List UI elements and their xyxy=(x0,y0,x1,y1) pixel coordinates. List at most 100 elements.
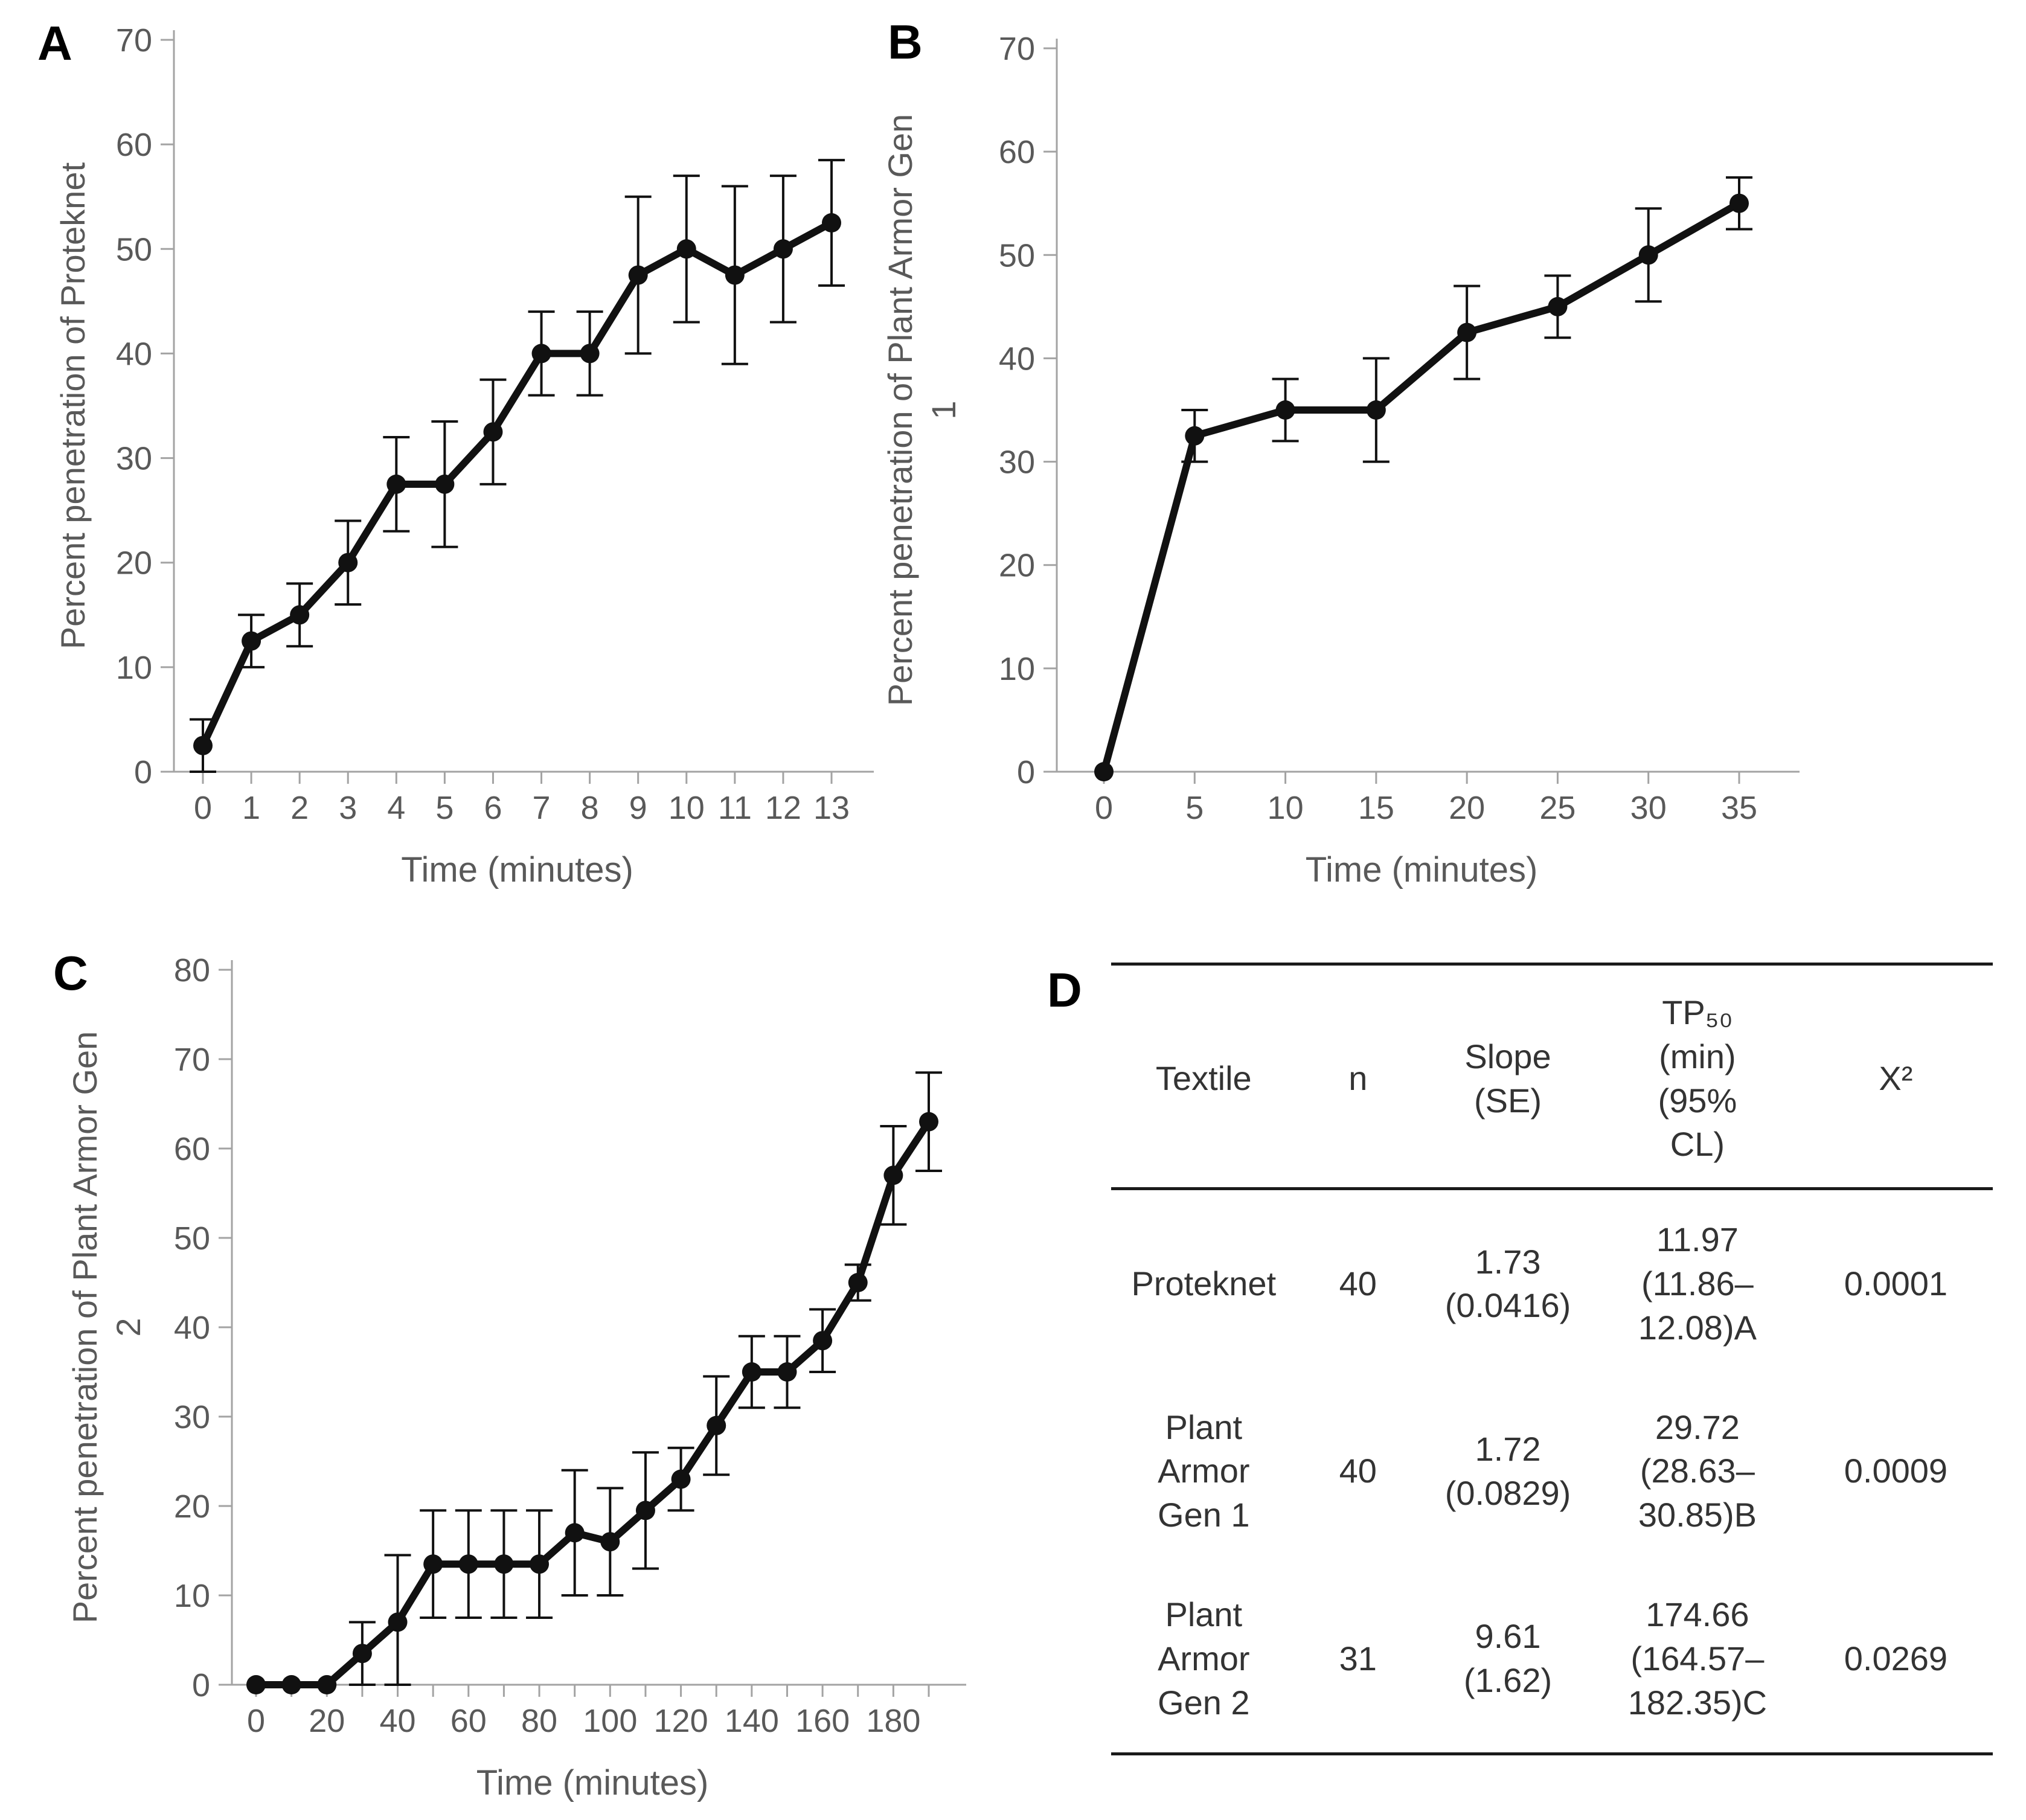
x-axis-title: Time (minutes) xyxy=(1306,850,1538,889)
x-tick-label: 12 xyxy=(765,790,801,826)
cell-textile: Proteknet xyxy=(1131,1264,1277,1303)
x-tick-label: 10 xyxy=(668,790,705,826)
table-row-proteknet: Proteknet 40 1.73 (0.0416) 11.97 (11.86–… xyxy=(1111,1189,1993,1378)
cell-chi2: 0.0269 xyxy=(1844,1639,1948,1677)
x-tick-label: 13 xyxy=(813,790,850,826)
data-point xyxy=(883,1165,903,1185)
y-tick-label: 70 xyxy=(999,31,1035,67)
data-point xyxy=(773,239,793,259)
data-point xyxy=(494,1554,514,1574)
panel-d-letter: D xyxy=(1047,963,1082,1017)
y-tick-label: 0 xyxy=(1017,754,1035,790)
cell-tp50: 29.72 (28.63– 30.85)B xyxy=(1638,1408,1757,1534)
panel-a: A 0 10 20 30 40 50 60 70 0 1 2 3 4 5 6 7 8 9 10 11 12 13 Time … xyxy=(18,11,918,929)
cell-tp50: 11.97 (11.86– 12.08)A xyxy=(1638,1220,1757,1347)
x-tick-label: 5 xyxy=(1185,790,1204,826)
data-point xyxy=(290,605,310,625)
y-tick-label: 20 xyxy=(174,1488,210,1525)
x-tick-label: 25 xyxy=(1539,790,1576,826)
y-tick-label: 10 xyxy=(999,651,1035,687)
y-tick-label: 40 xyxy=(999,341,1035,377)
y-tick-label: 50 xyxy=(999,237,1035,274)
data-point xyxy=(483,422,503,442)
data-point xyxy=(530,1554,550,1574)
data-point xyxy=(1457,322,1477,342)
panel-b: B 0 10 20 30 40 50 60 70 0 5 10 15 20 25 30 35 Time (min… xyxy=(862,11,1883,929)
data-point xyxy=(281,1675,301,1694)
y-tick-label: 50 xyxy=(116,231,152,268)
x-axis-title: Time (minutes) xyxy=(401,850,633,889)
x-tick-label: 5 xyxy=(435,790,454,826)
y-tick-label: 60 xyxy=(174,1131,210,1167)
cell-chi2: 0.0001 xyxy=(1844,1264,1948,1303)
x-tick-label: 0 xyxy=(1095,790,1113,826)
x-tick-label: 35 xyxy=(1721,790,1757,826)
panel-b-letter: B xyxy=(888,15,923,69)
y-tick-label: 70 xyxy=(116,22,152,59)
panel-c-letter: C xyxy=(53,946,88,1000)
y-tick-label: 30 xyxy=(174,1399,210,1435)
y-tick-label: 10 xyxy=(174,1578,210,1614)
data-point xyxy=(671,1469,691,1489)
table-header-row: Textile n Slope (SE) TP₅₀ (min) (95% CL)… xyxy=(1111,964,1993,1191)
table-row-plant-armor-gen2: Plant Armor Gen 2 31 9.61 (1.62) 174.66 … xyxy=(1111,1565,1993,1754)
x-tick-label: 60 xyxy=(450,1703,487,1739)
data-point xyxy=(628,265,648,285)
data-line xyxy=(1100,199,1743,775)
y-tick-label: 10 xyxy=(116,650,152,686)
col-header-slope: Slope (SE) xyxy=(1419,964,1596,1191)
data-point xyxy=(458,1554,478,1574)
data-point xyxy=(435,474,455,494)
data-point xyxy=(725,265,745,285)
x-tick-label: 20 xyxy=(1449,790,1485,826)
col-header-textile: Textile xyxy=(1111,964,1297,1191)
data-point xyxy=(531,344,551,364)
data-point xyxy=(813,1331,833,1351)
x-tick-label: 7 xyxy=(533,790,551,826)
x-tick-label: 9 xyxy=(629,790,647,826)
y-axis-title-line: Percent penetration of Plant Armor Gen xyxy=(66,1031,104,1624)
data-point xyxy=(1638,245,1658,265)
x-tick-label: 6 xyxy=(484,790,502,826)
data-point xyxy=(423,1554,443,1574)
y-axis-title-line: 2 xyxy=(109,1318,147,1336)
data-point xyxy=(1548,296,1568,316)
data-point xyxy=(388,1612,408,1632)
x-tick-label: 0 xyxy=(194,790,212,826)
y-tick-label: 20 xyxy=(116,545,152,582)
data-point xyxy=(635,1501,655,1520)
data-point xyxy=(317,1675,337,1694)
y-tick-label: 80 xyxy=(174,952,210,989)
panel-d: D Textile n Slope (SE) TP₅₀ (min) (95% C… xyxy=(1027,940,2026,1785)
x-tick-label: 40 xyxy=(379,1703,415,1739)
data-line xyxy=(199,219,835,749)
data-point xyxy=(246,1675,266,1694)
cell-n: 40 xyxy=(1339,1452,1377,1490)
data-point xyxy=(193,735,213,755)
data-point xyxy=(600,1532,620,1552)
x-tick-label: 120 xyxy=(654,1703,708,1739)
data-point xyxy=(742,1362,761,1382)
y-tick-label: 30 xyxy=(999,444,1035,481)
y-tick-label: 40 xyxy=(174,1310,210,1346)
cell-textile: Plant Armor Gen 1 xyxy=(1158,1408,1250,1534)
cell-slope: 1.72 (0.0829) xyxy=(1444,1429,1571,1512)
x-tick-label: 4 xyxy=(387,790,405,826)
x-tick-label: 2 xyxy=(290,790,309,826)
data-point xyxy=(822,213,841,232)
data-point xyxy=(580,344,600,364)
cell-slope: 1.73 (0.0416) xyxy=(1444,1242,1571,1325)
chart-plant-armor-gen2: 0 10 20 30 40 50 60 70 80 0 20 40 60 80 100 120 140 160 18… xyxy=(66,952,966,1802)
x-tick-label: 30 xyxy=(1630,790,1667,826)
y-tick-label: 20 xyxy=(999,548,1035,584)
results-table-wrap: Textile n Slope (SE) TP₅₀ (min) (95% CL)… xyxy=(1111,963,1993,1756)
y-axis-title: Percent penetration of Proteknet xyxy=(54,162,92,649)
y-tick-label: 50 xyxy=(174,1220,210,1257)
cell-slope: 9.61 (1.62) xyxy=(1463,1617,1553,1700)
y-tick-label: 0 xyxy=(192,1667,210,1703)
x-tick-label: 15 xyxy=(1358,790,1394,826)
panel-a-letter: A xyxy=(37,16,72,70)
col-header-n: n xyxy=(1296,964,1420,1191)
data-point xyxy=(352,1644,372,1664)
